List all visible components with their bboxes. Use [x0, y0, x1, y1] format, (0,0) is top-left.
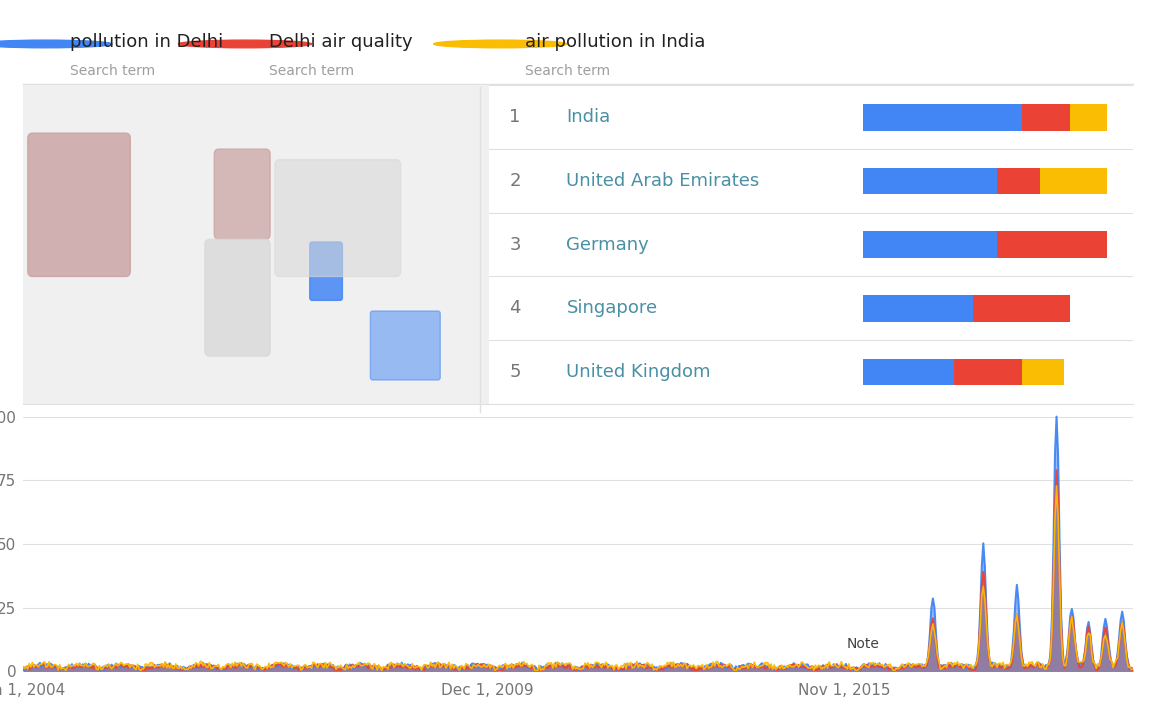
Text: United Arab Emirates: United Arab Emirates [566, 172, 759, 190]
Text: United Kingdom: United Kingdom [566, 363, 711, 381]
Circle shape [434, 40, 566, 48]
Bar [998, 168, 1040, 194]
Bar [862, 168, 998, 194]
Bar [1022, 359, 1065, 386]
Text: India: India [566, 108, 610, 126]
Text: Search term: Search term [269, 64, 355, 79]
Bar [862, 231, 998, 258]
Bar [1040, 168, 1107, 194]
Text: Germany: Germany [566, 235, 650, 253]
Text: Singapore: Singapore [566, 300, 658, 318]
FancyBboxPatch shape [28, 133, 131, 277]
Circle shape [0, 40, 112, 48]
Text: Search term: Search term [525, 64, 610, 79]
Bar [1070, 104, 1107, 131]
Circle shape [178, 40, 312, 48]
FancyBboxPatch shape [310, 242, 342, 300]
Text: Delhi air quality: Delhi air quality [269, 33, 413, 51]
Bar [998, 231, 1107, 258]
Text: 3: 3 [509, 235, 520, 253]
Text: Note: Note [846, 637, 880, 651]
Bar [862, 104, 1022, 131]
FancyBboxPatch shape [214, 149, 271, 239]
Bar [862, 359, 954, 386]
Text: 1: 1 [510, 108, 520, 126]
Bar [972, 295, 1070, 322]
Bar [954, 359, 1022, 386]
FancyBboxPatch shape [205, 239, 271, 356]
Text: 5: 5 [509, 363, 520, 381]
Bar [862, 295, 972, 322]
Text: Search term: Search term [69, 64, 155, 79]
Text: 2: 2 [509, 172, 520, 190]
FancyBboxPatch shape [275, 160, 401, 277]
Text: air pollution in India: air pollution in India [525, 33, 705, 51]
Text: 4: 4 [509, 300, 520, 318]
Text: pollution in Delhi: pollution in Delhi [69, 33, 223, 51]
FancyBboxPatch shape [370, 311, 440, 380]
Bar [1022, 104, 1070, 131]
